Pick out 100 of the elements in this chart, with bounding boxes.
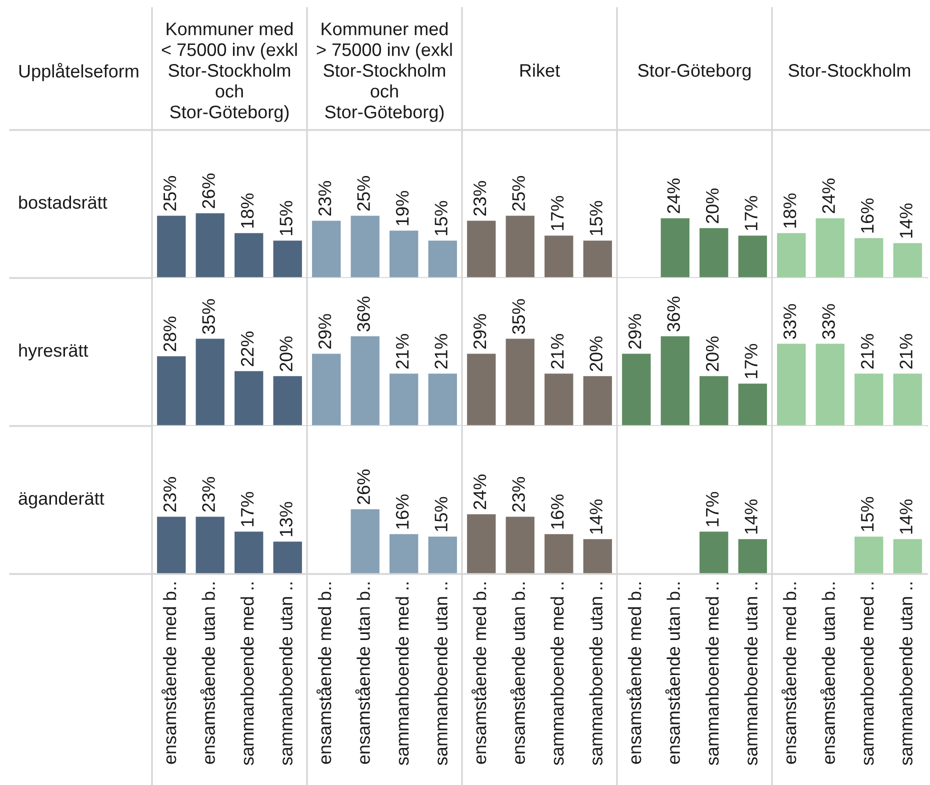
x-tick-label: sammanboende utan ..: [279, 582, 292, 766]
bar: [350, 216, 380, 278]
data-label: 19%: [396, 191, 409, 226]
chart-title: Kommuner med > 75000 inv (exkl Stor-Stockholm och Stor-Göteborg): [316, 22, 452, 122]
x-tick-label: sammanboende utan ..: [589, 582, 602, 766]
data-label: 14%: [900, 203, 912, 238]
bar: [467, 220, 496, 278]
data-label: 16%: [396, 494, 409, 529]
bar: [777, 233, 806, 278]
data-label: 36%: [667, 296, 680, 332]
x-tick-label: ensamstående med b..: [781, 582, 796, 764]
data-label: 14%: [744, 499, 758, 534]
bar: [816, 218, 844, 278]
data-label: 23%: [512, 477, 525, 512]
chart-title: Stor-Göteborg: [638, 64, 751, 80]
bar: [196, 338, 224, 426]
x-tick-label: sammanboende med ..: [395, 582, 409, 766]
y-axis-title: hyresrätt: [19, 344, 88, 360]
x-tick-label: sammanboende utan ..: [899, 582, 912, 766]
data-label: 16%: [550, 494, 564, 529]
data-label: 29%: [318, 314, 332, 349]
data-label: 35%: [512, 299, 525, 334]
data-label: 25%: [163, 176, 176, 211]
data-label: 17%: [551, 196, 564, 230]
x-tick-label: ensamstående utan b..: [820, 582, 835, 764]
data-label: 14%: [900, 499, 912, 534]
bar: [390, 230, 418, 278]
data-label: 24%: [667, 178, 680, 214]
data-label: 21%: [860, 334, 874, 369]
x-tick-label: sammanboende utan ..: [434, 582, 448, 766]
chart-title: Stor-Stockholm: [788, 64, 910, 77]
bar: [583, 539, 612, 574]
x-tick-label: ensamstående med b..: [626, 582, 642, 764]
data-label: 20%: [706, 188, 719, 224]
chart-title: Riket: [520, 64, 560, 77]
data-label: 26%: [202, 174, 215, 208]
data-label: 20%: [590, 336, 602, 372]
x-tick-label: ensamstående med b..: [471, 582, 486, 764]
bar: [506, 338, 534, 426]
data-label: 17%: [241, 492, 254, 526]
data-label: 18%: [783, 193, 796, 228]
data-label: 16%: [860, 198, 874, 233]
data-label: 24%: [822, 178, 835, 214]
x-tick-label: sammanboende med ..: [240, 582, 254, 766]
data-label: 35%: [202, 299, 215, 334]
data-label: 26%: [357, 470, 370, 504]
bar: [700, 376, 728, 426]
bar: [234, 233, 264, 278]
bar: [273, 240, 302, 278]
x-tick-label: sammanboende med ..: [550, 582, 564, 766]
data-label: 29%: [628, 314, 642, 349]
data-label: 23%: [318, 181, 332, 216]
bar: [583, 240, 612, 278]
data-label: 17%: [744, 344, 758, 378]
bar: [544, 374, 574, 426]
bar: [506, 516, 534, 574]
data-label: 22%: [240, 332, 254, 366]
data-label: 21%: [396, 334, 409, 369]
bar: [506, 216, 534, 278]
bar: [854, 238, 884, 278]
x-tick-label: ensamstående med b..: [161, 582, 176, 764]
data-label: 18%: [240, 193, 254, 228]
bar: [660, 336, 690, 426]
x-tick-label: ensamstående med b..: [316, 582, 332, 764]
x-tick-label: sammanboende med ..: [705, 582, 719, 766]
x-tick-label: ensamstående utan b..: [200, 582, 215, 764]
x-tick-label: ensamstående utan b..: [355, 582, 370, 764]
x-tick-label: ensamstående utan b..: [665, 582, 680, 764]
bar: [467, 514, 496, 574]
data-label: 36%: [357, 296, 370, 332]
data-label: 23%: [473, 181, 486, 216]
data-label: 15%: [590, 200, 602, 236]
data-label: 15%: [434, 496, 448, 532]
bar: [467, 354, 496, 426]
data-label: 23%: [202, 477, 215, 512]
data-label: 24%: [473, 474, 486, 510]
bar: [157, 216, 186, 278]
data-label: 15%: [861, 496, 874, 532]
bar: [428, 240, 457, 278]
data-label: 33%: [783, 304, 796, 339]
bar: [738, 384, 767, 426]
data-label: 20%: [280, 336, 292, 372]
data-label: 21%: [900, 334, 912, 369]
bar: [622, 354, 651, 426]
data-label: 15%: [434, 200, 448, 236]
bar: [583, 376, 612, 426]
bar: [544, 236, 574, 278]
x-tick-label: sammanboende med ..: [860, 582, 874, 766]
data-label: 25%: [357, 176, 370, 211]
data-label: 21%: [550, 334, 564, 369]
chart-title: Kommuner med < 75000 inv (exkl Stor-Stockholm och Stor-Göteborg): [162, 22, 297, 122]
data-label: 17%: [706, 492, 719, 526]
data-label: 29%: [473, 314, 486, 349]
x-tick-label: sammanboende utan ..: [744, 582, 758, 766]
data-label: 33%: [822, 304, 835, 339]
bar: [312, 220, 341, 278]
data-label: 13%: [280, 502, 292, 536]
bar: [273, 376, 302, 426]
x-tick-label: ensamstående utan b..: [510, 582, 525, 764]
text: Upplåtelseform: [19, 62, 138, 82]
